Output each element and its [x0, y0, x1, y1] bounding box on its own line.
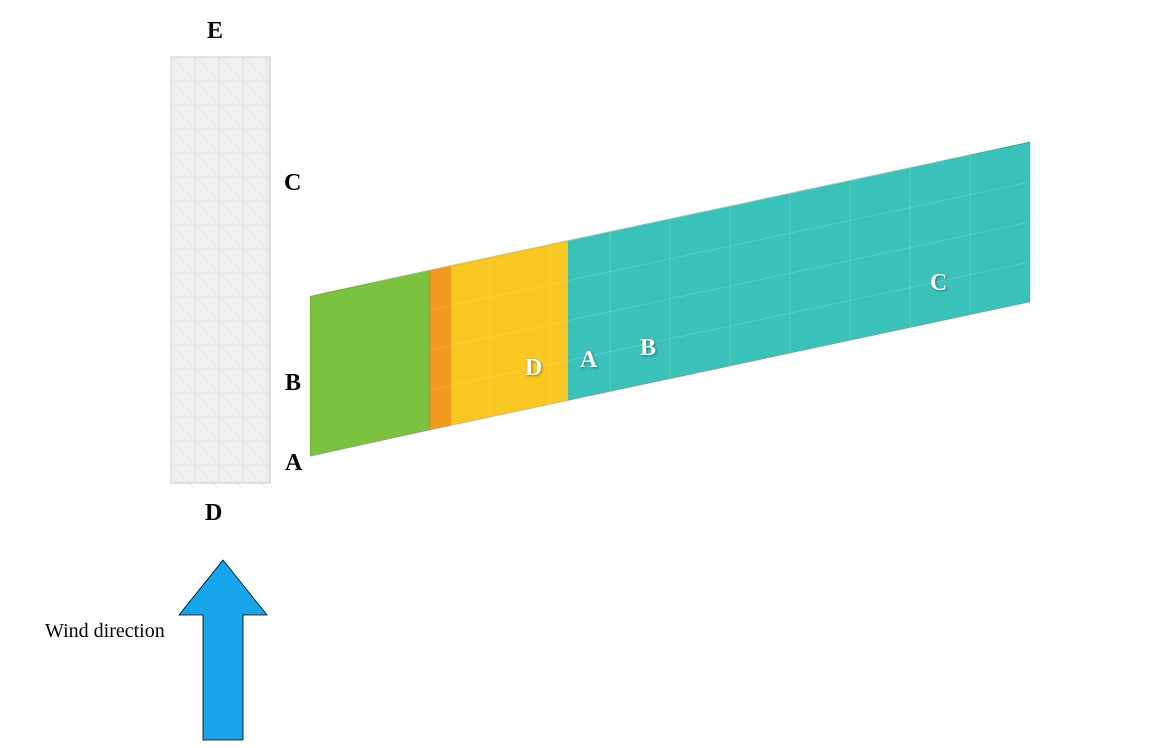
- zone-label-D: D: [525, 355, 542, 382]
- zone-label-A: A: [580, 347, 597, 374]
- zone-label-B: B: [640, 335, 656, 362]
- zone-label-C: C: [930, 270, 947, 297]
- isometric-block-diagram: [0, 0, 1170, 748]
